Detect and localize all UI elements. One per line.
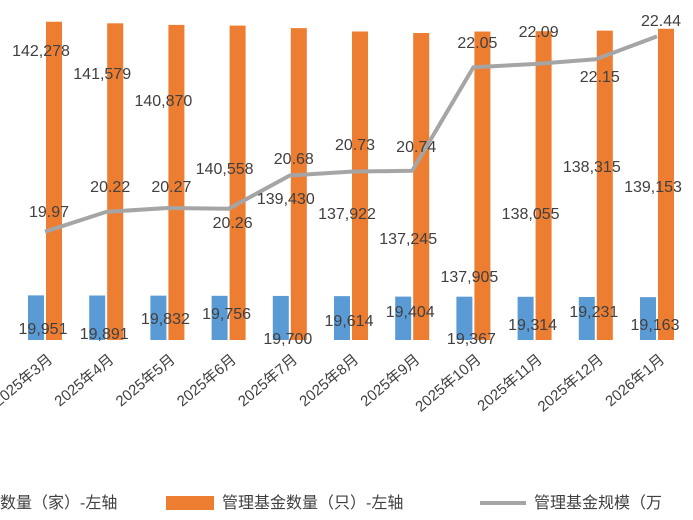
data-label: 138,315 [563,159,621,176]
x-tick-label: 2025年11月 [474,351,545,415]
data-label: 140,870 [134,93,192,110]
bar [28,295,44,340]
x-tick-label: 2025年7月 [235,351,301,410]
x-tick-label: 2026年1月 [602,351,668,410]
data-label: 19,756 [202,306,251,323]
x-tick-label: 2025年10月 [412,351,484,415]
bar [596,30,613,341]
data-label: 22.09 [519,24,559,41]
bar [107,23,124,341]
bar [229,25,246,341]
legend-label: 管理基金数量（只）-左轴 [222,494,403,512]
x-tick-label: 2025年12月 [535,351,607,415]
data-label: 142,278 [12,43,70,60]
data-label: 138,055 [502,206,560,223]
data-label: 137,905 [440,269,498,286]
data-label: 19.97 [29,204,69,221]
bar [334,296,350,340]
bar [168,24,185,340]
data-label: 140,558 [196,161,254,178]
bar [456,296,473,340]
data-label: 139,153 [624,179,682,196]
data-label: 19,832 [141,311,190,328]
bar [89,295,106,340]
data-label: 22.05 [457,35,497,52]
bar [272,295,289,340]
bar [211,295,228,340]
data-label: 22.44 [641,13,681,30]
data-label: 20.27 [151,179,191,196]
bar [517,296,534,340]
bar [46,21,62,340]
x-tick-label: 2025年3月 [0,351,56,410]
legend-label: 管理基金规模（万 [534,494,662,512]
data-label: 19,614 [325,313,374,330]
data-label: 19,700 [263,331,312,348]
bar [578,296,595,340]
data-label: 137,922 [318,206,376,223]
bar [474,31,491,340]
bar [290,28,307,341]
data-label: 20.68 [274,151,314,168]
data-label: 19,891 [80,326,129,343]
bar [352,31,368,340]
data-label: 19,231 [569,304,618,321]
bar [395,296,412,340]
bar [150,295,167,340]
data-label: 20.73 [335,137,375,154]
bar [658,28,674,341]
data-label: 19,951 [19,321,68,338]
legend-swatch [166,496,214,510]
data-label: 137,245 [379,231,437,248]
x-tick-label: 2025年8月 [296,351,362,410]
data-label: 19,163 [631,317,680,334]
data-label: 141,579 [73,66,131,83]
data-label: 19,404 [386,304,435,321]
bar [535,31,552,341]
legend-label: 数量（家）-左轴 [0,494,117,512]
data-label: 20.74 [396,139,436,156]
x-tick-label: 2025年4月 [51,351,117,410]
bar [413,33,430,340]
bar [640,297,656,340]
data-label: 22.15 [580,69,620,86]
data-label: 19,367 [447,331,496,348]
data-label: 19,314 [508,317,557,334]
x-tick-label: 2025年6月 [174,351,240,410]
data-label: 20.26 [213,215,253,232]
data-label: 20.22 [90,179,130,196]
x-tick-label: 2025年5月 [113,351,179,410]
data-label: 139,430 [257,191,315,208]
line-series [44,34,658,234]
